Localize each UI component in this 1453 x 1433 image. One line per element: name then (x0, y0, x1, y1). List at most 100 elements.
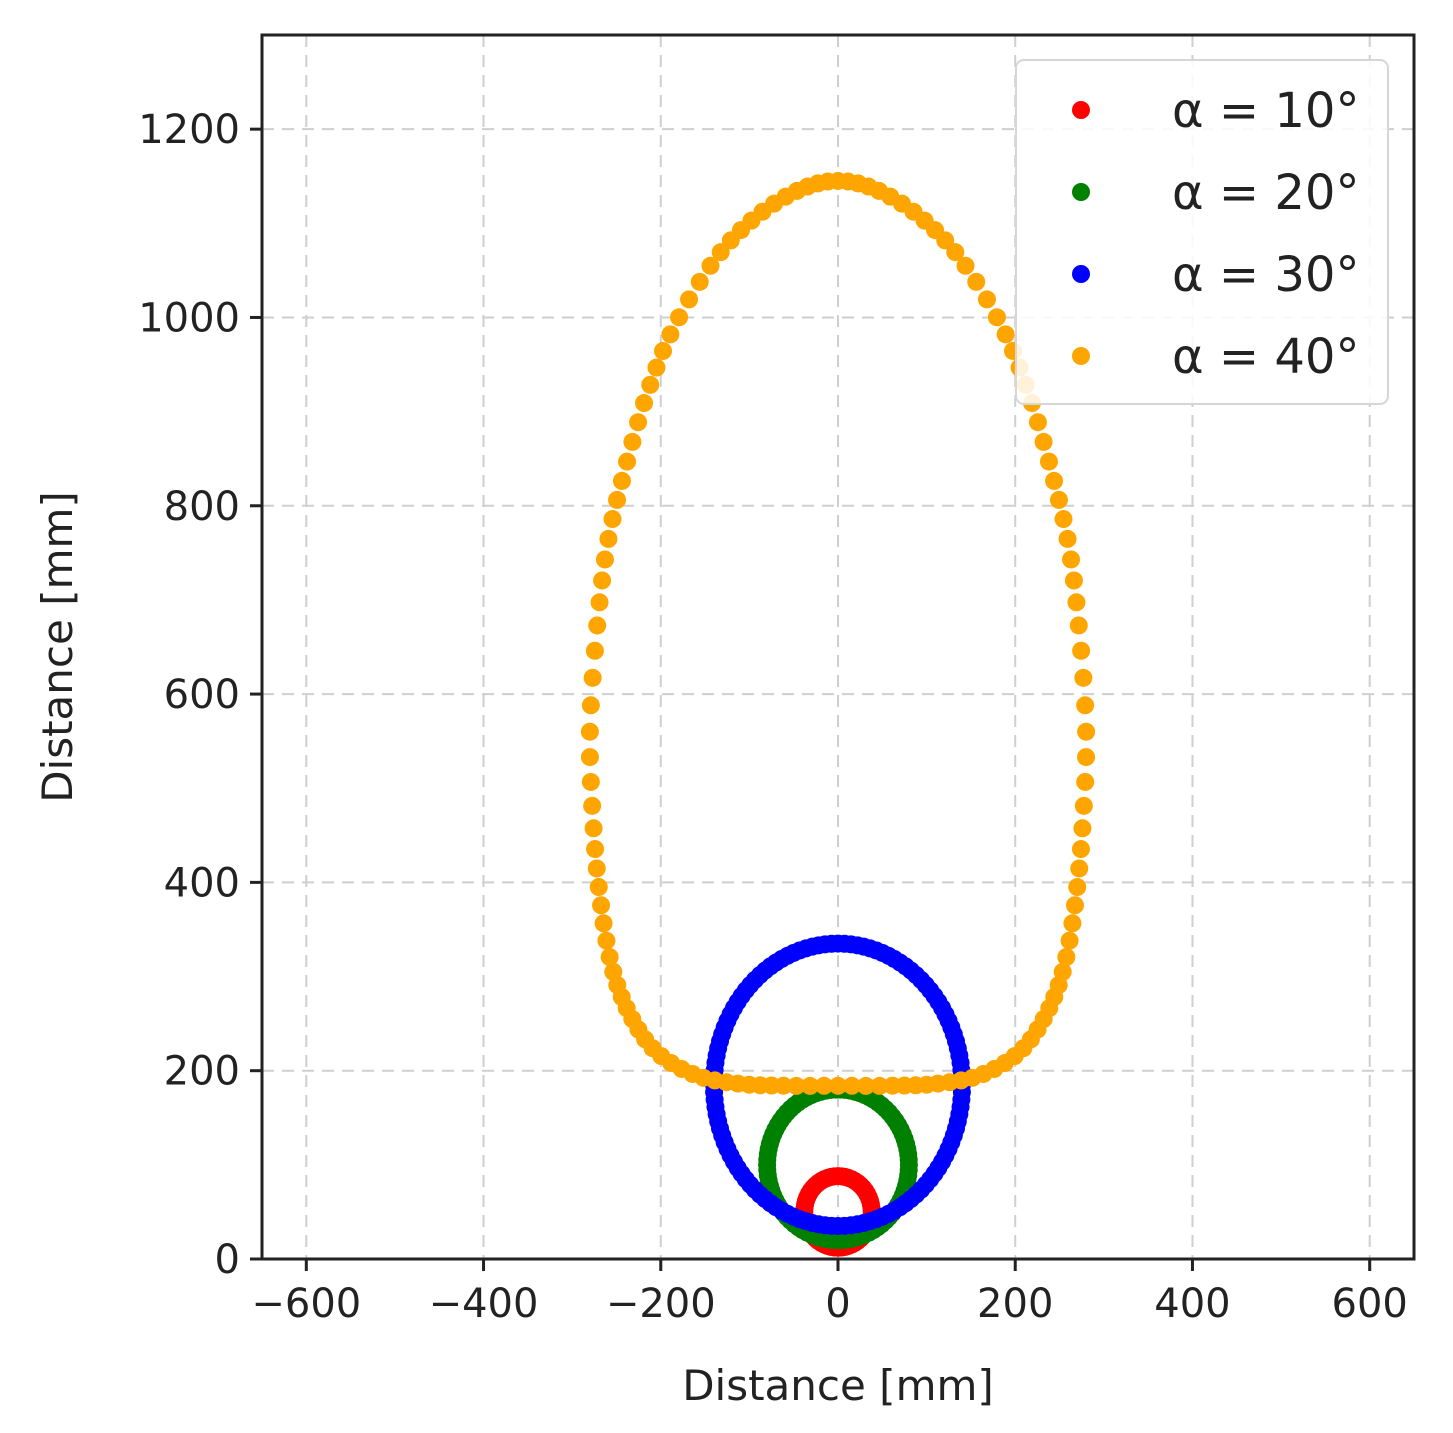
legend-label: α = 10° (1172, 83, 1359, 139)
data-point (585, 641, 604, 660)
data-point (842, 1076, 861, 1095)
data-point (856, 1076, 875, 1095)
legend: α = 10° α = 20° α = 30° α = 40° (1015, 59, 1389, 405)
x-tick-label: 200 (977, 1281, 1053, 1327)
data-point (588, 616, 607, 635)
data-point (641, 375, 660, 394)
data-point (1054, 510, 1073, 529)
y-tick-label: 600 (164, 672, 240, 718)
data-point (936, 231, 955, 250)
data-point (987, 308, 1006, 327)
data-point (977, 290, 996, 309)
x-tick-label: 0 (825, 1281, 850, 1327)
legend-marker (1072, 265, 1090, 283)
data-point (899, 1161, 918, 1180)
data-point (946, 243, 965, 262)
data-point (829, 1076, 847, 1095)
data-point (595, 550, 614, 569)
data-point (597, 931, 616, 950)
data-point (1057, 948, 1076, 967)
data-point (580, 722, 599, 741)
data-point (584, 819, 603, 838)
data-point (635, 394, 654, 413)
data-point (1045, 471, 1064, 490)
legend-marker (1072, 183, 1090, 201)
data-point (599, 529, 618, 548)
data-point (996, 325, 1015, 344)
legend-marker (1072, 347, 1090, 365)
data-point (815, 1076, 834, 1095)
data-point (1072, 641, 1091, 660)
y-tick-label: 400 (164, 860, 240, 906)
data-point (1077, 748, 1096, 767)
data-point (1064, 571, 1083, 590)
data-point (592, 896, 611, 915)
data-point (967, 272, 986, 291)
data-point (1073, 819, 1092, 838)
data-point (587, 859, 606, 878)
data-point (586, 840, 605, 859)
legend-box (1015, 59, 1389, 405)
data-point (1039, 452, 1058, 471)
data-point (647, 358, 666, 377)
data-point (1063, 914, 1082, 933)
data-point (801, 1076, 820, 1095)
data-point (661, 325, 680, 344)
data-point (1074, 668, 1093, 687)
data-point (618, 452, 637, 471)
x-axis-label: Distance [mm] (682, 1361, 994, 1410)
data-point (1049, 490, 1068, 509)
axis-ticks: −600 −400 −200 0 200 400 600 0 200 400 600 800 1000 1… (138, 107, 1408, 1327)
x-tick-label: −200 (606, 1281, 716, 1327)
legend-label: α = 30° (1172, 247, 1359, 303)
x-tick-label: 400 (1154, 1281, 1230, 1327)
data-point (870, 1076, 889, 1095)
data-point (590, 593, 609, 612)
data-point (711, 243, 730, 262)
series-3 (704, 934, 972, 1236)
data-point (1065, 896, 1084, 915)
y-tick-label: 1200 (138, 107, 240, 153)
x-tick-label: 600 (1332, 1281, 1408, 1327)
x-tick-label: −400 (429, 1281, 539, 1327)
y-tick-label: 800 (164, 484, 240, 530)
data-markers (580, 171, 1096, 1257)
data-point (1062, 550, 1081, 569)
data-point (654, 341, 673, 360)
data-point (956, 256, 975, 275)
data-point (1069, 616, 1088, 635)
data-point (1058, 529, 1077, 548)
data-point (670, 308, 689, 327)
data-point (883, 1076, 902, 1095)
data-point (589, 878, 608, 897)
data-point (1067, 593, 1086, 612)
data-point (1071, 840, 1090, 859)
data-point (818, 172, 837, 191)
data-point (608, 490, 627, 509)
legend-label: α = 20° (1172, 165, 1359, 221)
data-point (593, 571, 612, 590)
data-point (581, 696, 600, 715)
y-tick-label: 1000 (138, 295, 240, 341)
data-point (604, 962, 623, 981)
data-point (787, 1076, 806, 1095)
data-point (1076, 696, 1095, 715)
data-point (1028, 413, 1047, 432)
data-point (603, 510, 622, 529)
data-point (623, 432, 642, 451)
y-tick-label: 0 (215, 1237, 240, 1283)
y-axis-label: Distance [mm] (33, 491, 82, 803)
data-point (690, 272, 709, 291)
legend-label: α = 40° (1172, 329, 1359, 385)
data-point (583, 668, 602, 687)
data-point (1077, 722, 1096, 741)
data-point (1076, 772, 1095, 791)
data-point (629, 413, 648, 432)
data-point (594, 914, 613, 933)
data-point (680, 290, 699, 309)
x-tick-label: −600 (251, 1281, 361, 1327)
data-point (612, 471, 631, 490)
data-point (1060, 931, 1079, 950)
data-point (1074, 796, 1093, 815)
